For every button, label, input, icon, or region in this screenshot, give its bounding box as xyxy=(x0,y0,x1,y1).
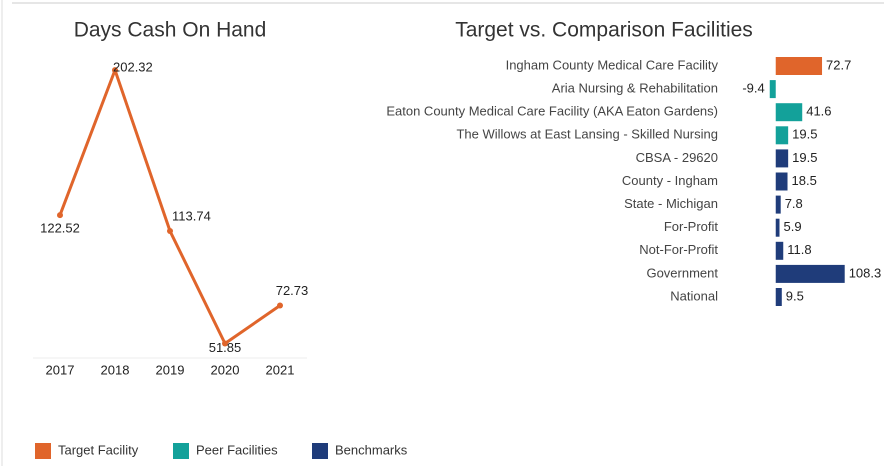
legend-label: Peer Facilities xyxy=(196,442,278,457)
category-label: County - Ingham xyxy=(622,173,718,188)
bar xyxy=(775,241,784,260)
legend-swatch xyxy=(312,443,328,459)
category-label: Eaton County Medical Care Facility (AKA … xyxy=(386,104,718,119)
category-label: National xyxy=(670,288,718,303)
point xyxy=(112,67,118,74)
data-label: -9.4 xyxy=(742,81,764,96)
category-label: Not-For-Profit xyxy=(639,242,718,257)
legend-label: Target Facility xyxy=(58,442,139,457)
bar xyxy=(775,103,803,122)
data-label: 122.52 xyxy=(40,221,80,236)
category-label: The Willows at East Lansing - Skilled Nu… xyxy=(456,127,718,142)
data-label: 7.8 xyxy=(785,196,803,211)
bar xyxy=(775,149,789,168)
category-label: For-Profit xyxy=(664,219,719,234)
category-label: CBSA - 29620 xyxy=(636,150,718,165)
bar xyxy=(775,57,823,75)
x-tick-label: 2018 xyxy=(101,362,130,377)
x-tick-label: 2020 xyxy=(211,362,240,377)
bar-chart-title: Target vs. Comparison Facilities xyxy=(455,19,753,42)
point xyxy=(222,340,228,347)
data-label: 108.3 xyxy=(849,265,882,280)
category-label: State - Michigan xyxy=(624,196,718,211)
legend-swatch xyxy=(35,443,51,459)
point xyxy=(167,228,173,235)
data-label: 113.74 xyxy=(172,208,211,223)
data-label: 11.8 xyxy=(787,242,811,257)
data-label: 5.9 xyxy=(783,219,801,234)
bar xyxy=(775,126,789,145)
data-label: 72.73 xyxy=(276,283,309,298)
legend-swatch xyxy=(173,443,189,459)
line-chart-title: Days Cash On Hand xyxy=(74,19,267,42)
bar xyxy=(775,264,845,283)
bar xyxy=(775,218,780,237)
data-label: 18.5 xyxy=(792,173,817,188)
x-tick-label: 2019 xyxy=(156,362,185,377)
data-label: 9.5 xyxy=(786,288,804,303)
x-tick-label: 2017 xyxy=(46,362,75,377)
data-label: 72.7 xyxy=(826,57,851,72)
point xyxy=(277,302,283,309)
bar xyxy=(775,195,781,214)
data-label: 41.6 xyxy=(806,104,831,119)
category-label: Government xyxy=(646,265,718,280)
bar xyxy=(769,80,776,99)
data-label: 19.5 xyxy=(792,150,817,165)
legend-label: Benchmarks xyxy=(335,442,408,457)
category-label: Ingham County Medical Care Facility xyxy=(506,57,719,72)
data-label: 19.5 xyxy=(792,127,817,142)
category-label: Aria Nursing & Rehabilitation xyxy=(552,81,718,96)
point xyxy=(57,212,63,219)
data-label: 51.85 xyxy=(209,340,242,355)
x-tick-label: 2021 xyxy=(266,362,295,377)
bar xyxy=(775,288,782,306)
bar xyxy=(775,172,788,191)
data-label: 202.32 xyxy=(113,60,153,75)
